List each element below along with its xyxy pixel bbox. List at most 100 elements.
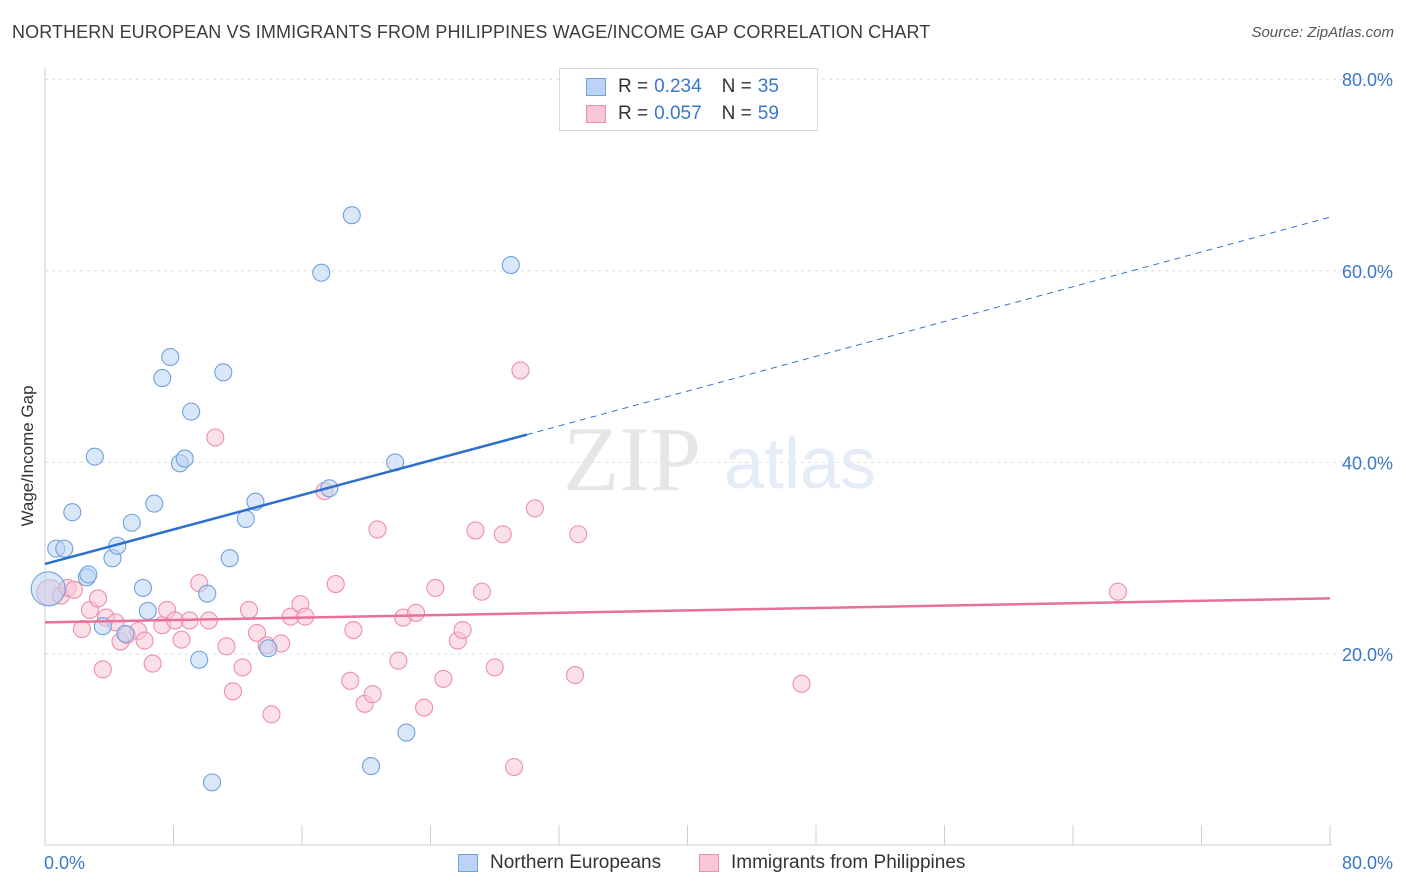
data-point-philippines	[485, 658, 504, 677]
data-point-philippines	[363, 685, 382, 704]
data-point-northern-europeans	[236, 509, 255, 528]
bottom-legend-swatch-blue	[458, 854, 478, 872]
data-point-philippines	[206, 428, 225, 447]
legend-r-value: 0.234	[654, 76, 702, 97]
data-point-philippines	[415, 698, 434, 717]
data-point-northern-europeans	[501, 256, 520, 275]
legend-n-value: 35	[757, 76, 779, 97]
data-point-philippines	[223, 682, 242, 701]
bottom-legend-swatch-pink	[699, 854, 719, 872]
data-point-philippines	[426, 578, 445, 597]
y-tick-label: 80.0%	[1342, 70, 1393, 90]
chart-title: NORTHERN EUROPEAN VS IMMIGRANTS FROM PHI…	[12, 22, 931, 42]
data-point-philippines	[135, 631, 154, 650]
data-point-northern-europeans	[259, 639, 278, 658]
data-point-northern-europeans	[153, 369, 172, 388]
data-point-philippines	[792, 674, 811, 693]
data-point-philippines	[344, 620, 363, 640]
data-point-northern-europeans	[138, 601, 157, 620]
data-point-philippines	[434, 669, 453, 688]
watermark-atlas: atlas	[724, 424, 876, 504]
data-point-northern-europeans	[203, 773, 222, 792]
data-point-northern-europeans	[79, 565, 98, 584]
y-tick-label: 20.0%	[1342, 645, 1393, 665]
data-point-philippines	[93, 660, 112, 679]
data-point-philippines	[341, 671, 360, 690]
data-point-northern-europeans	[116, 624, 135, 643]
data-point-philippines	[172, 630, 191, 649]
source-label: Source: ZipAtlas.com	[1251, 24, 1394, 41]
data-point-philippines	[472, 582, 491, 601]
data-point-northern-europeans	[190, 650, 209, 669]
data-point-northern-europeans	[133, 578, 153, 597]
watermark-zip: ZIP	[563, 408, 701, 510]
data-point-northern-europeans	[312, 263, 331, 282]
data-point-northern-europeans	[198, 584, 217, 603]
trend-line-northern-europeans	[44, 433, 528, 566]
legend: R = 0.234 N = 35 R = 0.057 N = 59	[559, 68, 818, 131]
bottom-legend: Northern Europeans Immigrants from Phili…	[0, 852, 1406, 876]
data-point-philippines	[504, 757, 524, 777]
data-point-northern-europeans	[214, 363, 233, 382]
data-point-philippines	[233, 658, 252, 677]
data-point-northern-europeans	[342, 206, 361, 225]
y-tick-label: 40.0%	[1342, 453, 1393, 473]
legend-r-value: 0.057	[654, 103, 702, 124]
data-point-philippines	[326, 575, 345, 594]
data-point-philippines	[88, 589, 108, 608]
data-point-northern-europeans	[30, 571, 66, 607]
y-tick-label: 60.0%	[1342, 262, 1393, 282]
legend-r-label: R =	[618, 76, 649, 97]
data-point-philippines	[493, 525, 512, 544]
legend-n-label: N =	[721, 76, 752, 97]
bottom-legend-northern-europeans: Northern Europeans	[458, 852, 661, 874]
gridlines	[45, 78, 1392, 655]
legend-row-philippines: R = 0.057 N = 59	[586, 102, 779, 126]
data-point-philippines	[262, 705, 281, 724]
trend-line-philippines	[44, 597, 1331, 624]
data-point-northern-europeans	[122, 513, 141, 532]
data-point-philippines	[1108, 582, 1128, 601]
bottom-legend-label: Immigrants from Philippines	[731, 852, 966, 873]
legend-r-label: R =	[618, 103, 649, 124]
legend-row-northern-europeans: R = 0.234 N = 35	[586, 75, 779, 99]
bottom-legend-label: Northern Europeans	[490, 852, 662, 873]
data-point-philippines	[466, 521, 485, 540]
data-point-philippines	[406, 603, 426, 622]
data-point-northern-europeans	[63, 503, 82, 522]
legend-n-label: N =	[721, 103, 752, 124]
trend-lines	[44, 216, 1331, 624]
data-point-philippines	[217, 637, 236, 656]
bottom-legend-philippines: Immigrants from Philippines	[699, 852, 965, 874]
data-point-philippines	[389, 651, 408, 670]
data-point-northern-europeans	[85, 447, 104, 466]
data-point-philippines	[239, 600, 259, 619]
data-point-northern-europeans	[362, 757, 381, 776]
data-point-philippines	[247, 623, 267, 642]
watermark: ZIP atlas	[563, 408, 876, 510]
data-point-northern-europeans	[175, 449, 194, 468]
data-point-philippines	[64, 580, 83, 599]
data-point-northern-europeans	[55, 539, 74, 558]
data-point-philippines	[72, 620, 91, 639]
data-point-northern-europeans	[220, 549, 239, 568]
data-point-philippines	[143, 654, 162, 673]
legend-swatch-blue	[586, 78, 606, 96]
data-point-northern-europeans	[397, 723, 416, 742]
data-point-philippines	[368, 520, 387, 539]
legend-n-value: 59	[757, 103, 779, 124]
series-northern-europeans-points	[30, 206, 520, 792]
y-axis-label: Wage/Income Gap	[18, 385, 37, 527]
data-point-philippines	[566, 666, 585, 685]
data-point-northern-europeans	[161, 347, 180, 367]
data-point-northern-europeans	[182, 402, 201, 421]
data-point-philippines	[569, 525, 588, 544]
legend-swatch-pink	[586, 105, 606, 123]
axes	[44, 68, 1332, 846]
data-point-philippines	[511, 361, 530, 380]
data-point-northern-europeans	[145, 494, 164, 513]
x-tick-label: 0.0%	[44, 853, 85, 873]
data-point-philippines	[453, 620, 472, 640]
tick-labels: 20.0% 40.0% 60.0% 80.0% 0.0% 80.0%	[44, 70, 1393, 873]
